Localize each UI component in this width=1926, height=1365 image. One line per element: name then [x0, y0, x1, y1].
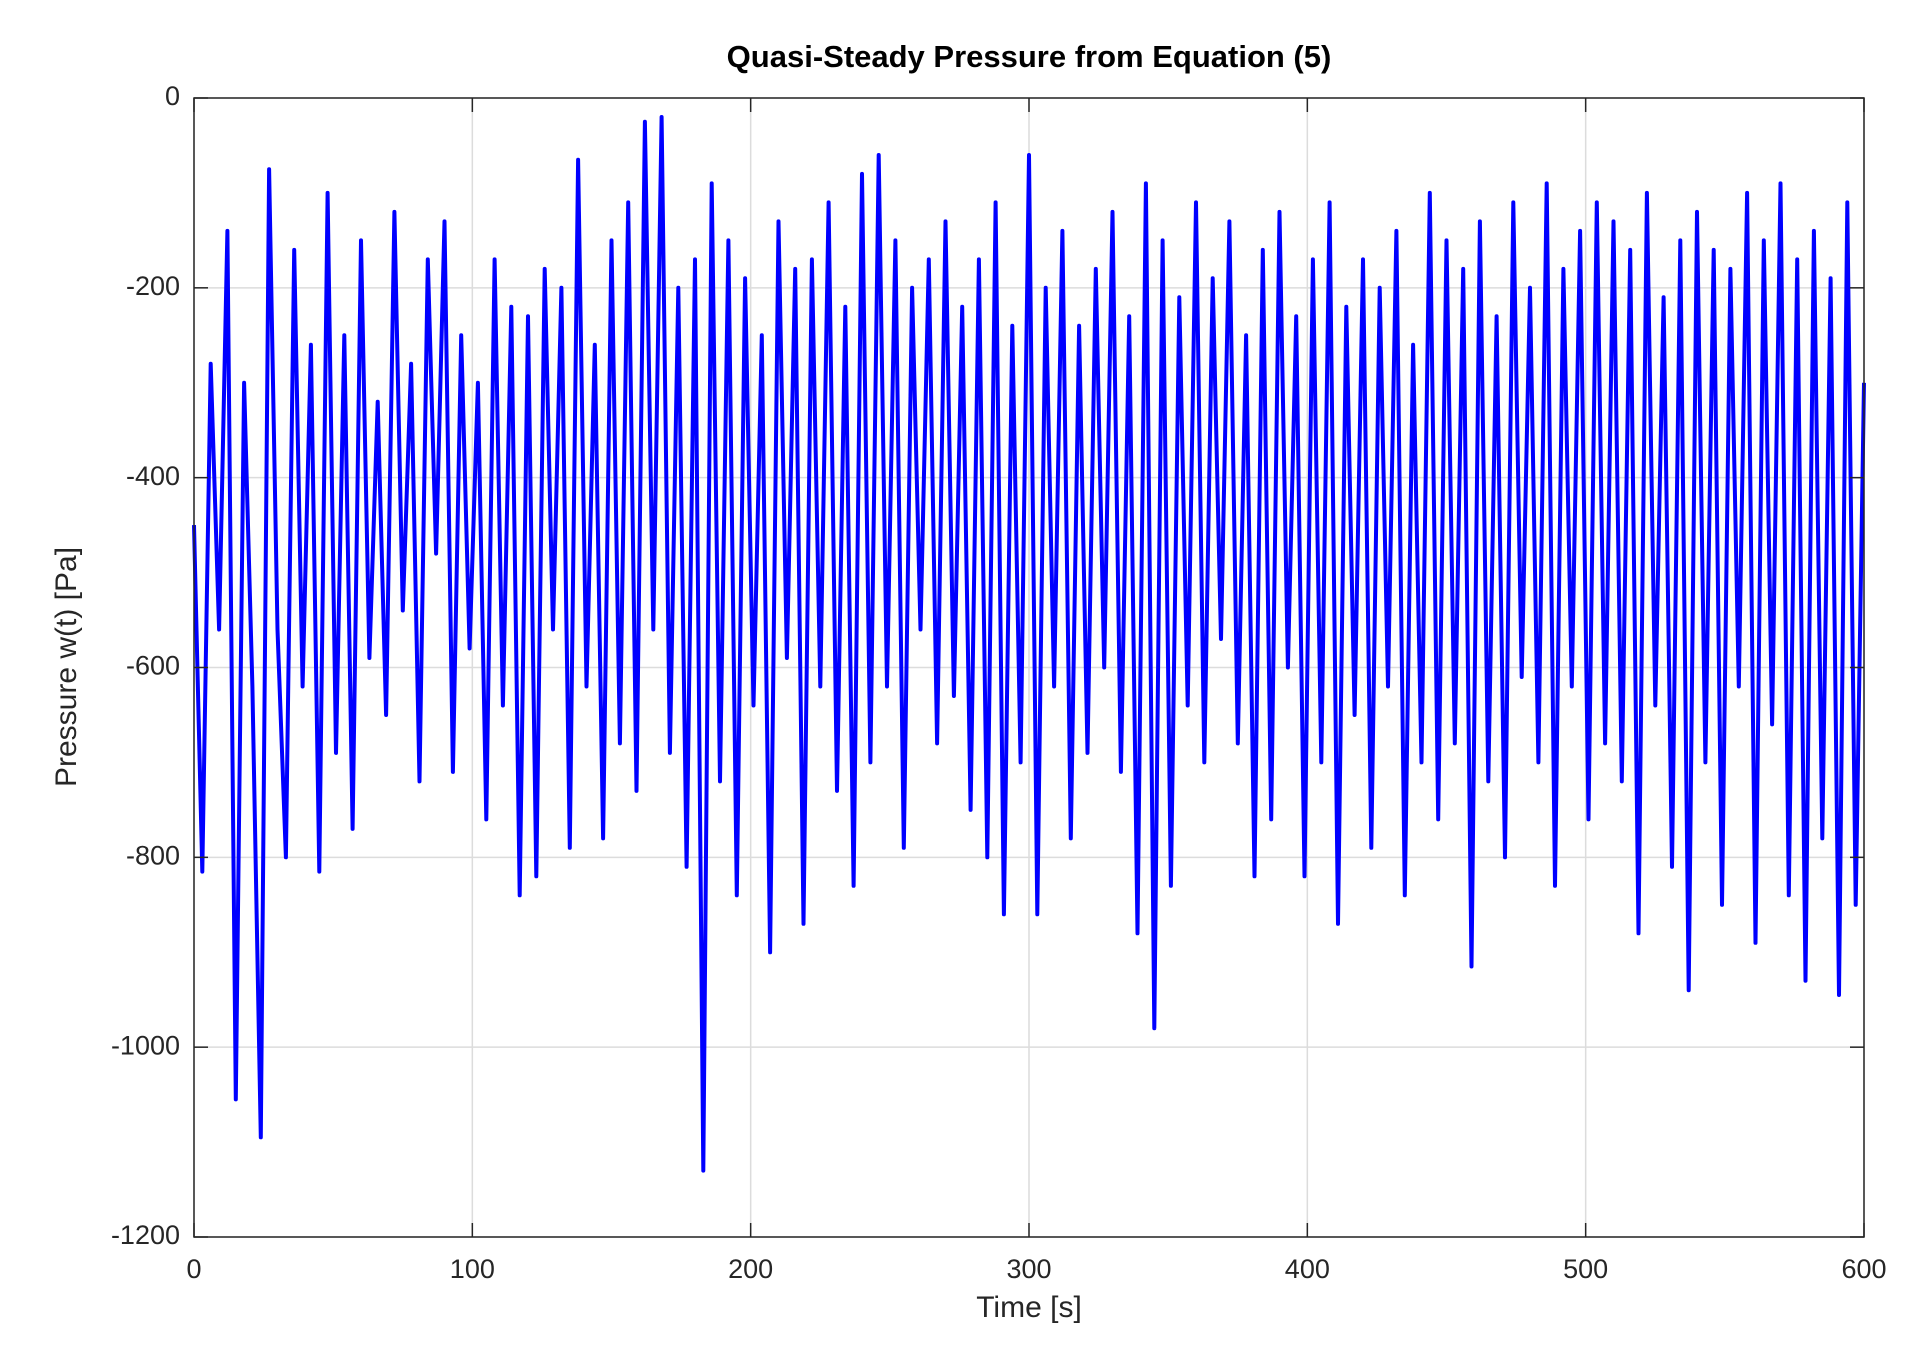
plot — [192, 115, 1866, 1173]
y-tick-label: -400 — [126, 461, 180, 491]
y-tick-label: 0 — [165, 81, 180, 111]
x-tick-label: 500 — [1563, 1254, 1608, 1284]
y-tick-label: -1000 — [111, 1030, 180, 1060]
y-tick-label: -1200 — [111, 1220, 180, 1250]
x-tick-label: 0 — [186, 1254, 201, 1284]
x-tick-label: 200 — [728, 1254, 773, 1284]
y-tick-label: -200 — [126, 271, 180, 301]
x-axis-label: Time [s] — [976, 1291, 1082, 1324]
y-tick-label: -800 — [126, 840, 180, 870]
x-tick-label: 600 — [1841, 1254, 1886, 1284]
y-axis-label: Pressure w(t) [Pa] — [50, 547, 83, 787]
chart-title: Quasi-Steady Pressure from Equation (5) — [727, 39, 1332, 74]
data-line — [192, 115, 1866, 1173]
x-tick-label: 100 — [450, 1254, 495, 1284]
x-tick-label: 400 — [1285, 1254, 1330, 1284]
x-tick-label: 300 — [1006, 1254, 1051, 1284]
y-tick-label: -600 — [126, 651, 180, 681]
